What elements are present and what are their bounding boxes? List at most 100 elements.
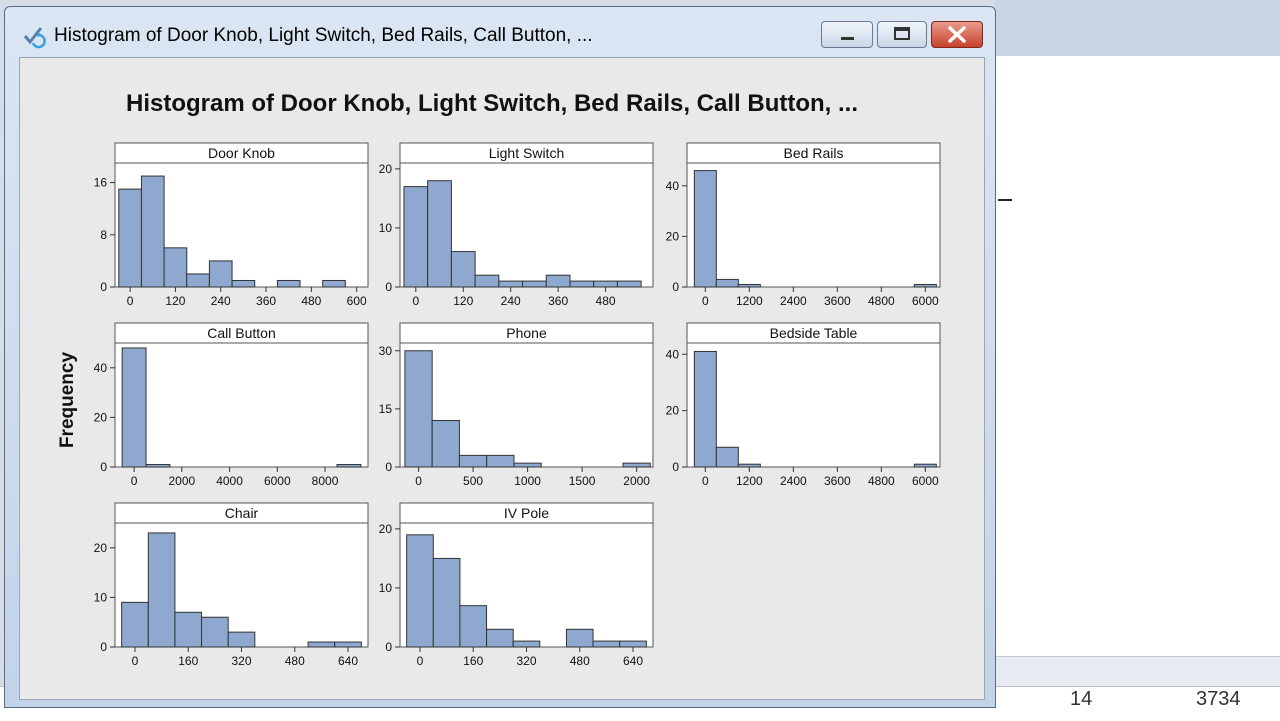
restore-icon [894,27,910,40]
histogram-panel: IV Pole 0 10 20 0 160 320 480 640 [379,502,654,668]
graph-window: Histogram of Door Knob, Light Switch, Be… [4,6,996,708]
x-tick-label: 360 [256,294,276,308]
histogram-bar [513,462,542,468]
graph-area: Histogram of Door Knob, Light Switch, Be… [19,57,985,700]
y-tick-label: 20 [379,522,393,536]
y-tick-label: 16 [94,176,108,190]
x-tick-label: 0 [131,474,138,488]
histogram-bar [174,611,203,648]
grid-cell[interactable]: 3734 [1196,688,1241,710]
x-tick-label: 1500 [569,474,596,488]
histogram-bar [569,280,595,288]
histogram-panel: Bed Rails 0 20 40 0 1200 2400 3600 4800 6000 [666,142,941,308]
close-icon [948,26,966,43]
grid-cell[interactable]: 14 [1070,688,1093,710]
panel-title: IV Pole [504,505,549,521]
histogram-bar [163,247,188,288]
x-tick-label: 8000 [312,474,339,488]
x-tick-label: 3600 [824,474,851,488]
close-button[interactable] [931,21,983,48]
x-tick-label: 160 [463,654,483,668]
x-tick-label: 0 [412,294,419,308]
histogram-bar [322,279,346,288]
x-tick-label: 6000 [912,294,939,308]
panel-title: Chair [225,505,259,521]
histogram-bar [486,628,514,648]
histogram-bar [459,605,488,648]
histogram-bar [593,280,618,288]
y-tick-label: 10 [379,221,393,235]
x-tick-label: 1200 [736,294,763,308]
refresh-graph-icon [23,27,46,49]
restore-button[interactable] [877,21,927,48]
x-tick-label: 480 [570,654,590,668]
x-tick-label: 4800 [868,474,895,488]
minimize-button[interactable] [821,21,873,48]
histogram-bar [336,464,362,468]
y-tick-label: 0 [385,460,392,474]
y-tick-label: 0 [672,460,679,474]
x-tick-label: 0 [127,294,134,308]
x-tick-label: 3600 [824,294,851,308]
y-axis-label: Frequency [57,352,78,449]
x-tick-label: 600 [347,294,367,308]
x-tick-label: 160 [178,654,198,668]
histogram-bar [450,251,476,288]
histogram-bar [427,180,452,288]
x-tick-label: 2000 [168,474,195,488]
x-tick-label: 480 [301,294,321,308]
x-tick-label: 6000 [264,474,291,488]
histogram-bar [121,601,149,648]
x-tick-label: 320 [231,654,251,668]
histogram-bar [432,557,461,648]
x-tick-label: 480 [285,654,305,668]
histogram-bar [913,463,937,468]
histogram-panel: Light Switch 0 10 20 0 120 240 360 480 [379,142,654,308]
x-tick-label: 500 [463,474,483,488]
histogram-bar [404,350,433,468]
histogram-bar [545,274,571,288]
y-tick-label: 0 [100,280,107,294]
window-titlebar[interactable]: Histogram of Door Knob, Light Switch, Be… [5,7,995,57]
y-tick-label: 0 [100,460,107,474]
histogram-bar [913,283,937,288]
background-toolbar-strip [995,656,1280,687]
x-tick-label: 0 [415,474,422,488]
y-tick-label: 30 [379,344,393,358]
histogram-bar [715,278,739,288]
histogram-bar [486,454,515,468]
y-tick-label: 0 [672,280,679,294]
histogram-bar [592,640,621,648]
histogram-bar [737,463,761,468]
histogram-bar [231,279,256,288]
y-tick-label: 10 [94,590,108,604]
histogram-bar [474,274,500,288]
histogram-bar [458,454,488,468]
panel-title: Call Button [207,325,275,341]
panel-plot-area [114,342,369,468]
histogram-bar [147,532,176,648]
histogram-panel: Bedside Table 0 20 40 0 1200 2400 3600 4800 6000 [666,322,941,488]
x-tick-label: 320 [516,654,536,668]
histogram-bar [307,641,336,648]
histogram-panel: Chair 0 10 20 0 160 320 480 640 [94,502,369,668]
y-tick-label: 0 [385,280,392,294]
histogram-bar [334,641,362,648]
x-tick-label: 2400 [780,294,807,308]
x-tick-label: 4800 [868,294,895,308]
y-tick-label: 40 [94,361,108,375]
panel-plot-area [686,162,941,288]
window-title: Histogram of Door Knob, Light Switch, Be… [54,25,593,46]
panel-title: Bedside Table [770,325,858,341]
histogram-bar [276,279,301,288]
panel-title: Phone [506,325,547,341]
y-tick-label: 10 [379,581,393,595]
histogram-bar [622,462,651,468]
y-tick-label: 20 [666,404,680,418]
y-tick-label: 0 [385,640,392,654]
y-tick-label: 20 [94,410,108,424]
x-tick-label: 0 [702,294,709,308]
x-tick-label: 0 [132,654,139,668]
histogram-bar [693,170,717,288]
y-tick-label: 20 [666,229,680,243]
